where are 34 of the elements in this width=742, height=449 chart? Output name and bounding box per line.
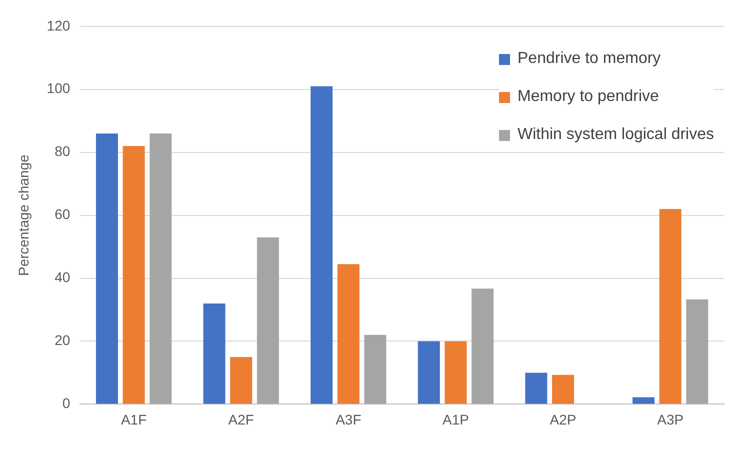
x-tick-label: A3F bbox=[336, 411, 362, 428]
bar bbox=[310, 86, 333, 404]
y-tick-label: 60 bbox=[54, 206, 70, 222]
x-tick-label: A2P bbox=[550, 411, 576, 428]
bar bbox=[203, 303, 226, 404]
bar bbox=[444, 341, 467, 404]
bar bbox=[337, 264, 360, 404]
bar bbox=[552, 374, 574, 404]
bar bbox=[230, 356, 252, 404]
y-tick-label: 100 bbox=[46, 80, 70, 96]
bar bbox=[686, 299, 708, 404]
y-tick-label: 20 bbox=[54, 332, 70, 348]
bar bbox=[472, 288, 494, 404]
bar bbox=[150, 133, 172, 404]
legend-label: Memory to pendrive bbox=[518, 88, 659, 106]
bar bbox=[525, 372, 548, 404]
legend-label: Within system logical drives bbox=[518, 126, 714, 144]
bar bbox=[122, 146, 145, 404]
bar bbox=[256, 237, 279, 404]
x-tick-label: A2F bbox=[228, 411, 254, 428]
bar bbox=[364, 334, 386, 404]
bar bbox=[96, 133, 118, 404]
x-tick-label: A1F bbox=[120, 411, 147, 428]
bar bbox=[418, 341, 440, 404]
y-tick-label: 40 bbox=[54, 269, 70, 286]
y-axis-title: Percentage change bbox=[15, 154, 32, 276]
y-tick-label: 120 bbox=[46, 17, 70, 34]
y-tick-label: 80 bbox=[54, 143, 70, 160]
x-tick-label: A1P bbox=[442, 411, 469, 428]
legend-label: Pendrive to memory bbox=[518, 50, 661, 68]
y-tick-label: 0 bbox=[62, 395, 70, 412]
bar bbox=[632, 397, 655, 404]
bar bbox=[659, 209, 682, 404]
x-tick-label: A3P bbox=[657, 411, 684, 428]
